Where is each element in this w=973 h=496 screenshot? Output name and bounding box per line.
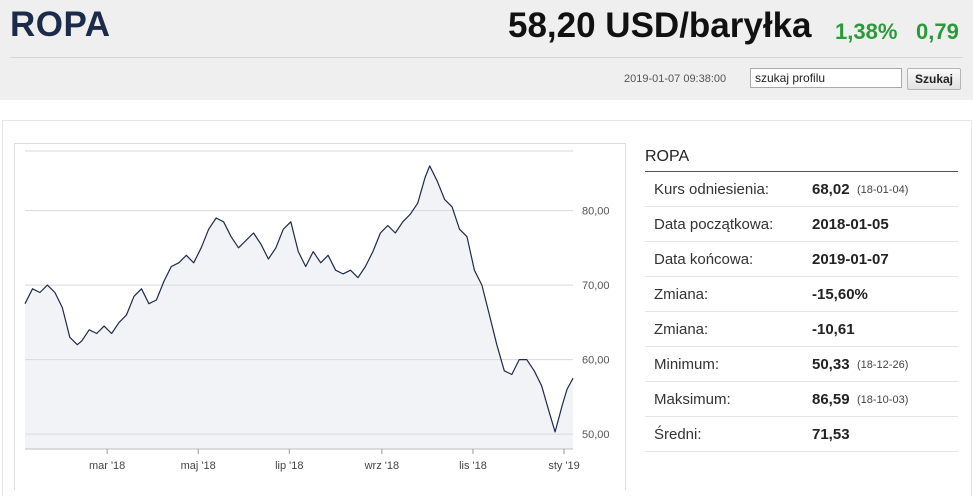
quote-timestamp: 2019-01-07 09:38:00	[624, 73, 727, 85]
stats-value: 68,02	[812, 181, 850, 198]
stats-row: Kurs odniesienia: 68,02 (18-01-04)	[645, 172, 958, 207]
stats-value: 71,53	[812, 426, 850, 443]
x-tick-label: lip '18	[275, 460, 303, 472]
stats-row: Data początkowa: 2018-01-05	[645, 207, 958, 242]
stats-label: Maksimum:	[654, 391, 731, 408]
stats-label: Data końcowa:	[654, 251, 754, 268]
stats-row: Zmiana: -15,60%	[645, 277, 958, 312]
x-tick-label: sty '19	[548, 460, 579, 472]
stats-row: Data końcowa: 2019-01-07	[645, 242, 958, 277]
stats-row: Minimum: 50,33 (18-12-26)	[645, 347, 958, 382]
stats-divider	[645, 171, 958, 172]
chart-panel: 50,00 60,00 70,00 80,00 mar '18 maj '18 lip '1…	[14, 143, 626, 490]
chart-area-fill	[25, 165, 573, 449]
stats-label: Zmiana:	[654, 321, 709, 338]
stats-value: 2018-01-05	[812, 216, 889, 233]
change-percent: 1,38%	[835, 19, 898, 44]
stats-row: Średni: 71,53	[645, 417, 958, 452]
stats-date: (18-12-26)	[857, 359, 909, 371]
stats-value: 86,59	[812, 391, 850, 408]
stats-row: Maksimum: 86,59 (18-10-03)	[645, 382, 958, 417]
stats-row: Zmiana: -10,61	[645, 312, 958, 347]
current-price: 58,20 USD/baryłka	[508, 6, 812, 45]
y-tick-label: 70,00	[582, 280, 610, 292]
y-tick-label: 80,00	[582, 206, 610, 218]
stats-value: 50,33	[812, 356, 850, 373]
stats-label: Minimum:	[654, 356, 720, 373]
y-tick-label: 50,00	[582, 429, 610, 441]
x-tick-label: lis '18	[459, 460, 487, 472]
search-input[interactable]	[750, 68, 902, 88]
stats-value: -10,61	[812, 321, 855, 338]
stats-value: 2019-01-07	[812, 251, 889, 268]
stats-title: ROPA	[645, 148, 690, 165]
change-absolute: 0,79	[916, 19, 959, 44]
stats-date: (18-10-03)	[857, 394, 909, 406]
stats-label: Data początkowa:	[654, 216, 774, 233]
stats-label: Zmiana:	[654, 286, 709, 303]
x-tick-label: mar '18	[89, 460, 125, 472]
x-tick-label: wrz '18	[364, 460, 400, 472]
stats-date: (18-01-04)	[857, 184, 909, 196]
stats-value: -15,60%	[812, 286, 868, 303]
price-series-line	[24, 165, 574, 433]
x-tick-label: maj '18	[181, 460, 216, 472]
price-chart: 50,00 60,00 70,00 80,00 mar '18 maj '18 lip '1…	[24, 150, 610, 472]
search-button[interactable]: Szukaj	[907, 68, 961, 90]
stats-label: Średni:	[654, 426, 702, 443]
page-header: ROPA 58,20 USD/baryłka 1,38% 0,79 2019-0…	[0, 0, 973, 100]
page-title: ROPA	[10, 5, 111, 44]
stats-label: Kurs odniesienia:	[654, 181, 770, 198]
y-tick-label: 60,00	[582, 355, 610, 367]
header-divider	[10, 57, 963, 58]
